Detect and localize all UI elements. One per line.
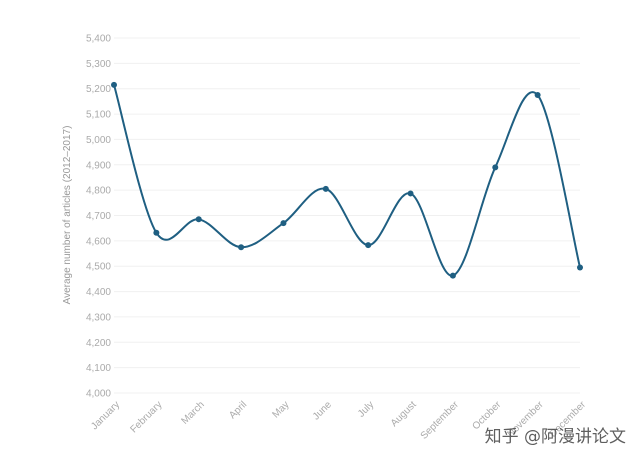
y-tick-label: 4,100: [86, 363, 111, 374]
y-tick-label: 4,200: [86, 338, 111, 349]
data-point: [322, 185, 329, 192]
data-point: [449, 272, 456, 279]
x-tick-label: July: [356, 399, 376, 419]
data-point: [153, 229, 160, 236]
x-tick-label: May: [270, 399, 291, 420]
y-tick-label: 4,800: [86, 186, 111, 197]
y-axis-ticks: 4,000 4,100 4,200 4,300 4,400 4,500 4,600 4,700…: [86, 34, 111, 400]
y-tick-label: 4,300: [86, 312, 111, 323]
data-point: [365, 242, 372, 249]
gridlines: [114, 37, 580, 394]
y-tick-label: 4,400: [86, 287, 111, 298]
y-tick-label: 5,200: [86, 84, 111, 95]
y-tick-label: 5,400: [86, 34, 111, 45]
x-tick-label: June: [311, 399, 334, 422]
x-tick-label: August: [389, 399, 419, 429]
y-tick-label: 5,000: [86, 135, 111, 146]
x-tick-label: March: [179, 399, 206, 426]
data-point: [280, 220, 287, 227]
data-point: [534, 92, 541, 99]
y-tick-label: 5,100: [86, 110, 111, 121]
data-point: [238, 244, 245, 251]
y-tick-label: 4,700: [86, 211, 111, 222]
data-point: [195, 216, 202, 223]
x-tick-label: January: [89, 399, 122, 432]
watermark: 知乎 @阿漫讲论文: [484, 427, 626, 447]
x-tick-label: February: [128, 399, 164, 435]
data-point: [492, 164, 499, 171]
x-tick-label: April: [227, 399, 249, 421]
data-point: [111, 81, 117, 88]
y-axis-label: Average number of articles (2012–2017): [62, 126, 73, 305]
y-tick-label: 5,300: [86, 59, 111, 70]
y-tick-label: 4,500: [86, 262, 111, 273]
y-tick-label: 4,000: [86, 389, 111, 400]
x-tick-label: September: [419, 399, 462, 442]
data-point: [407, 190, 414, 197]
series-line: [113, 84, 581, 277]
y-tick-label: 4,900: [86, 160, 111, 171]
y-tick-label: 4,600: [86, 236, 111, 247]
data-point: [577, 264, 583, 271]
data-points: [111, 81, 583, 279]
